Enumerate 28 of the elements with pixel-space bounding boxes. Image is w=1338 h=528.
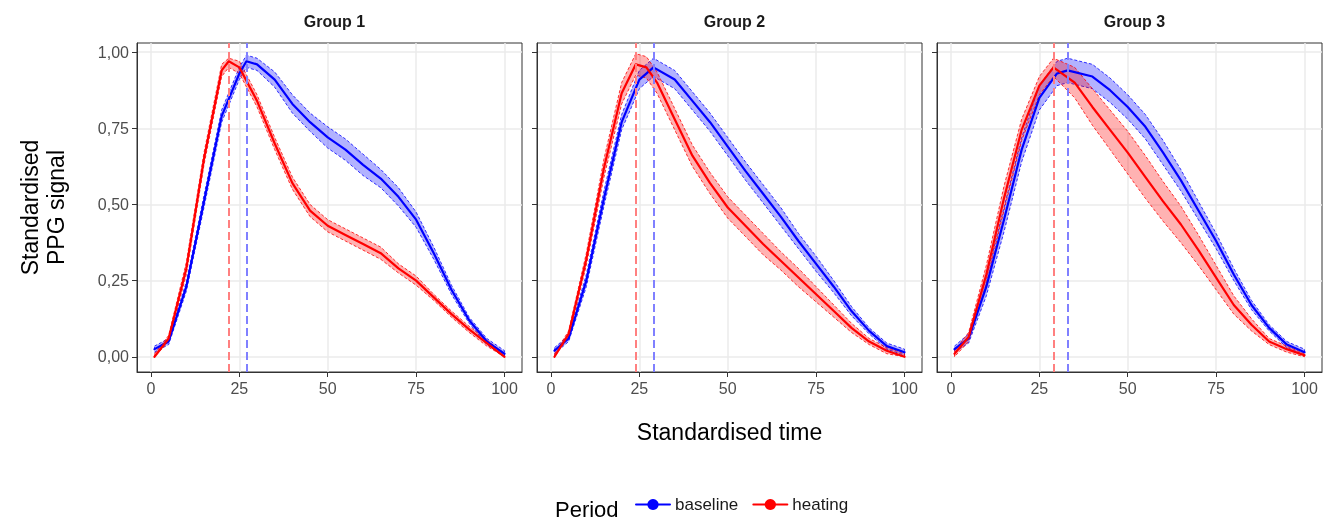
chart-title: Group 2 <box>703 12 766 30</box>
x-tick-label: 75 <box>407 379 426 397</box>
y-tick-label: 0,50 <box>97 195 130 213</box>
x-tick-label: 0 <box>146 379 156 397</box>
y-tick-label: 0,00 <box>97 348 130 366</box>
x-tick-label: 100 <box>1291 379 1318 397</box>
legend-label: baseline <box>675 495 739 514</box>
y-axis-title: Standardised PPG signal <box>17 139 69 276</box>
y-tick-label: 0,25 <box>97 272 130 290</box>
x-axis-title: Standardised time <box>636 418 823 445</box>
legend-label: heating <box>792 495 849 514</box>
x-tick-label: 25 <box>230 379 249 397</box>
chart-title: Group 3 <box>1103 12 1166 30</box>
x-tick-label: 50 <box>718 379 737 397</box>
x-tick-label: 25 <box>1030 379 1049 397</box>
x-tick-label: 0 <box>946 379 956 397</box>
chart-title: Group 1 <box>303 12 366 30</box>
y-tick-label: 0,75 <box>97 119 130 137</box>
x-tick-label: 75 <box>1207 379 1226 397</box>
x-tick-label: 0 <box>546 379 556 397</box>
x-tick-label: 100 <box>491 379 518 397</box>
x-tick-label: 25 <box>630 379 649 397</box>
x-tick-label: 50 <box>1118 379 1137 397</box>
x-tick-label: 75 <box>807 379 826 397</box>
x-tick-label: 50 <box>318 379 337 397</box>
y-tick-label: 1,00 <box>97 43 130 61</box>
x-tick-label: 100 <box>891 379 918 397</box>
legend-title: Period <box>555 496 619 522</box>
